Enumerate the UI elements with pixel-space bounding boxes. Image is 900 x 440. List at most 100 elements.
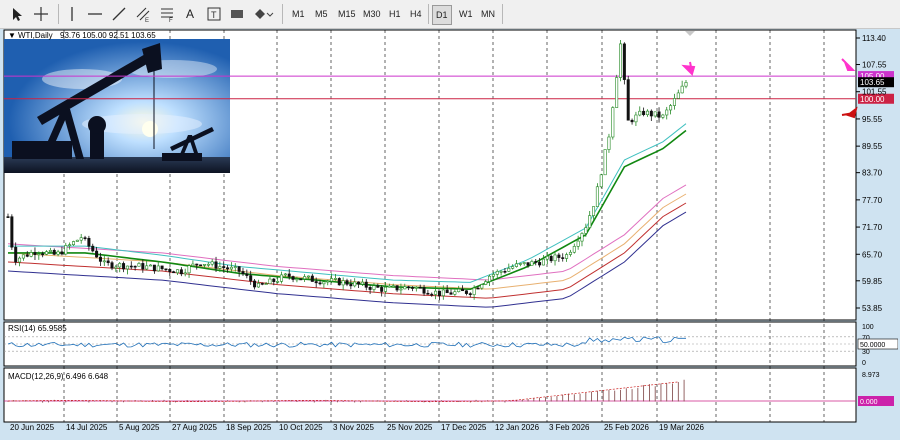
candle-body xyxy=(18,257,22,263)
timeframe-mn[interactable]: MN xyxy=(481,9,495,19)
chart-area[interactable]: 105.00 100.00 103.65 113.40 107.55 101.55 95.… xyxy=(2,29,899,438)
shapes-icon[interactable] xyxy=(252,5,274,23)
cursor-icon[interactable] xyxy=(8,5,24,23)
price-label: 71.70 xyxy=(862,223,883,232)
date-label: 18 Sep 2025 xyxy=(226,423,272,432)
candle-body xyxy=(495,271,499,275)
text-icon[interactable]: A xyxy=(185,7,194,21)
timeframe-w1[interactable]: W1 xyxy=(459,9,473,19)
candle-body xyxy=(619,43,623,78)
candle-body xyxy=(511,266,515,269)
candle-body xyxy=(514,263,518,267)
symbol-arrow-icon[interactable]: ▼ xyxy=(8,31,16,40)
rsi-scale-label: 30 xyxy=(862,349,870,356)
candle-body xyxy=(414,287,418,289)
candle-body xyxy=(626,79,630,121)
candle-body xyxy=(202,264,206,266)
channel-icon[interactable]: E xyxy=(134,5,152,24)
candle-body xyxy=(214,261,218,269)
candle-body xyxy=(187,265,191,274)
price-label: 89.55 xyxy=(862,142,883,151)
timeframe-m15[interactable]: M15 xyxy=(338,9,356,19)
candle-body xyxy=(199,264,203,267)
timeframe-m5[interactable]: M5 xyxy=(315,9,328,19)
date-label: 17 Dec 2025 xyxy=(441,423,487,432)
date-label: 12 Jan 2026 xyxy=(495,423,540,432)
candle-body xyxy=(226,267,230,270)
macd-label: MACD(12,26,9) 6.496 6.648 xyxy=(8,372,109,381)
candle-body xyxy=(114,266,118,269)
candle-body xyxy=(129,265,133,268)
candle-body xyxy=(333,278,337,280)
candle-body xyxy=(430,293,434,296)
candle-body xyxy=(410,287,414,289)
candle-body xyxy=(33,252,37,255)
candle-body xyxy=(468,293,472,295)
rectangle-icon[interactable] xyxy=(228,5,246,23)
candle-body xyxy=(345,280,349,285)
candle-body xyxy=(368,287,372,290)
candle-body xyxy=(95,250,99,258)
candle-body xyxy=(449,292,453,295)
candle-body xyxy=(372,285,376,290)
toolbar-separator xyxy=(282,4,283,24)
horizontal-line-icon[interactable] xyxy=(86,5,104,23)
candle-body xyxy=(638,110,642,116)
svg-text:T: T xyxy=(211,10,217,20)
candle-body xyxy=(595,186,599,207)
candle-body xyxy=(314,281,318,284)
candle-body xyxy=(110,262,114,269)
candle-body xyxy=(83,237,87,239)
candle-body xyxy=(480,284,484,289)
ma-line-red xyxy=(7,202,687,299)
fibonacci-icon[interactable]: F xyxy=(158,5,176,24)
text-label-icon[interactable]: T xyxy=(206,5,222,23)
candle-body xyxy=(630,119,634,123)
crosshair-icon[interactable] xyxy=(32,5,50,23)
ohlc-readout: 93.76 105.00 92.51 103.65 xyxy=(60,31,156,40)
vertical-line-icon[interactable] xyxy=(64,5,80,23)
candle-body xyxy=(79,237,83,241)
candle-body xyxy=(45,251,49,255)
rsi-label: RSI(14) 65.9585 xyxy=(8,324,67,333)
candle-body xyxy=(491,274,495,277)
timeframe-d1[interactable]: D1 xyxy=(432,5,452,25)
candle-body xyxy=(172,271,176,274)
date-label: 3 Nov 2025 xyxy=(333,423,374,432)
chart-shift-icon[interactable] xyxy=(685,31,695,36)
candle-body xyxy=(303,276,307,280)
price-label: 107.55 xyxy=(862,61,887,70)
candle-body xyxy=(152,264,156,272)
candle-body xyxy=(318,282,322,285)
candle-body xyxy=(380,287,384,292)
candle-body xyxy=(476,287,480,290)
candle-body xyxy=(6,216,10,218)
timeframe-m30[interactable]: M30 xyxy=(363,9,381,19)
timeframe-m1[interactable]: M1 xyxy=(292,9,305,19)
timeframe-h1[interactable]: H1 xyxy=(389,9,401,19)
candle-body xyxy=(484,281,488,285)
date-label: 25 Nov 2025 xyxy=(387,423,433,432)
date-label: 20 Jun 2025 xyxy=(10,423,55,432)
trend-line-icon[interactable] xyxy=(110,5,128,23)
candle-body xyxy=(588,215,592,228)
candle-body xyxy=(376,285,380,288)
date-gridlines xyxy=(63,30,825,422)
candle-body xyxy=(60,251,64,255)
candle-body xyxy=(125,265,129,270)
toolbar-separator xyxy=(428,4,429,24)
timeframe-h4[interactable]: H4 xyxy=(410,9,422,19)
candle-body xyxy=(653,111,657,117)
candle-body xyxy=(391,285,395,287)
candle-body xyxy=(229,266,233,270)
candle-body xyxy=(276,280,280,283)
candle-body xyxy=(260,283,264,285)
date-label: 10 Oct 2025 xyxy=(279,423,323,432)
candle-body xyxy=(218,266,222,269)
candle-body xyxy=(545,256,549,260)
price-axis: 113.40 107.55 101.55 95.55 89.55 83.70 77.70 71… xyxy=(856,34,887,313)
candle-body xyxy=(599,174,603,188)
candle-body xyxy=(75,239,79,242)
candle-body xyxy=(29,252,33,257)
